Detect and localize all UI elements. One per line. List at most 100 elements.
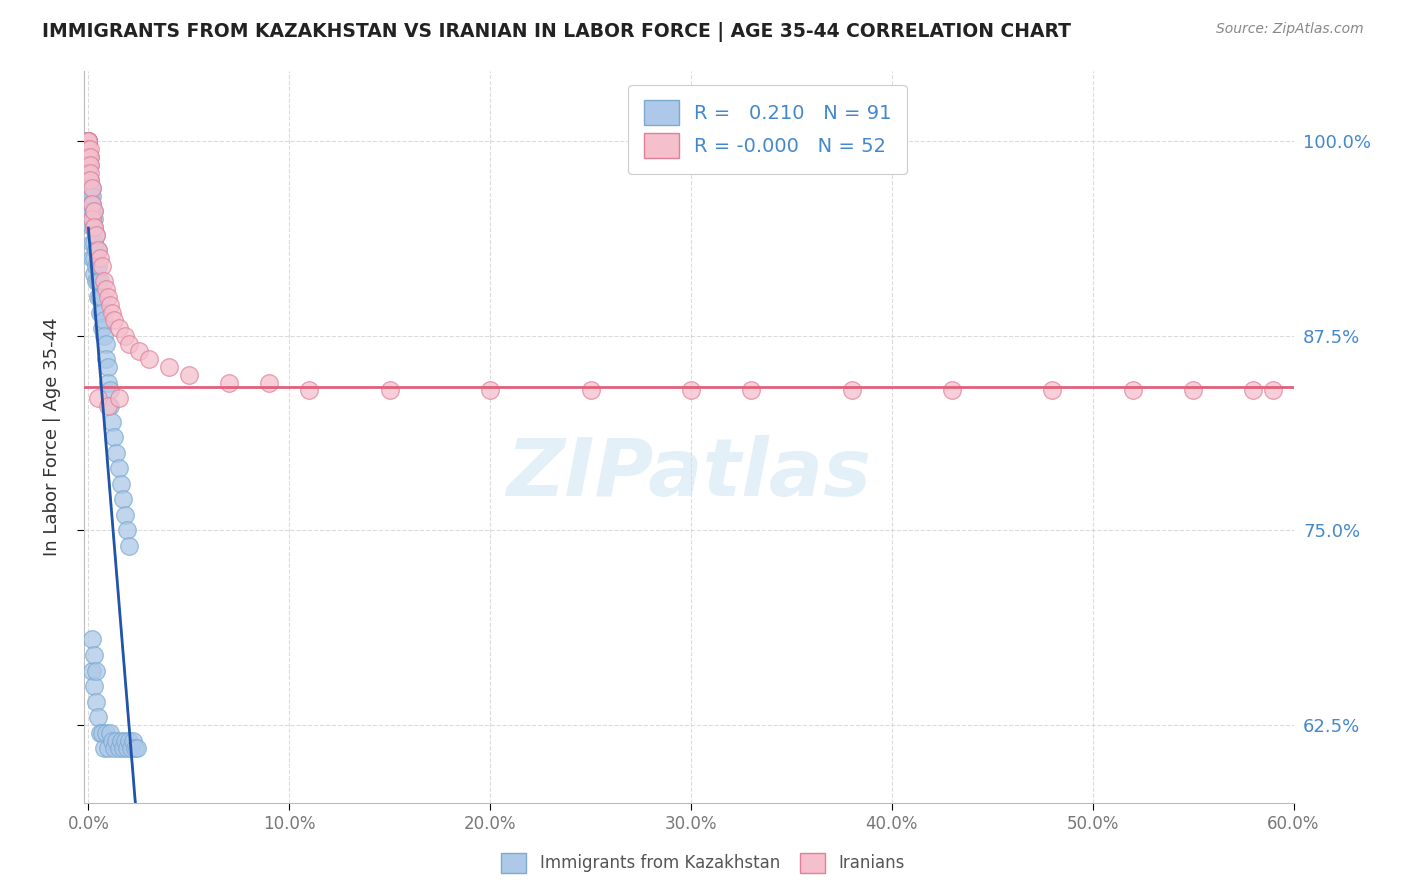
Point — [111, 741, 134, 756]
Point — [96, 352, 118, 367]
Point — [77, 135, 100, 149]
Point — [121, 733, 143, 747]
Point — [86, 227, 108, 242]
Point — [89, 290, 111, 304]
Point — [103, 430, 125, 444]
Point — [111, 492, 134, 507]
Point — [114, 329, 136, 343]
Point — [128, 344, 150, 359]
Point — [82, 181, 104, 195]
Point — [83, 251, 105, 265]
Point — [91, 259, 114, 273]
Point — [120, 741, 142, 756]
Point — [105, 733, 128, 747]
Point — [77, 150, 100, 164]
Point — [97, 359, 120, 374]
Y-axis label: In Labor Force | Age 35-44: In Labor Force | Age 35-44 — [44, 318, 62, 557]
Point — [77, 150, 100, 164]
Point — [89, 275, 111, 289]
Point — [97, 376, 120, 390]
Point — [93, 741, 115, 756]
Point — [77, 135, 100, 149]
Point — [86, 695, 108, 709]
Point — [100, 399, 122, 413]
Point — [107, 461, 129, 475]
Point — [97, 741, 120, 756]
Point — [77, 135, 100, 149]
Point — [218, 376, 240, 390]
Point — [86, 275, 108, 289]
Point — [86, 259, 108, 273]
Point — [82, 189, 104, 203]
Point — [124, 741, 146, 756]
Point — [157, 359, 180, 374]
Point — [378, 384, 401, 398]
Point — [77, 135, 100, 149]
Point — [97, 290, 120, 304]
Point — [77, 173, 100, 187]
Point — [77, 165, 100, 179]
Point — [79, 142, 101, 156]
Point — [79, 212, 101, 227]
Point — [1182, 384, 1205, 398]
Point — [96, 336, 118, 351]
Point — [91, 725, 114, 739]
Point — [77, 135, 100, 149]
Point — [107, 391, 129, 405]
Point — [91, 290, 114, 304]
Point — [298, 384, 321, 398]
Point — [86, 664, 108, 678]
Point — [79, 196, 101, 211]
Point — [117, 733, 139, 747]
Text: Source: ZipAtlas.com: Source: ZipAtlas.com — [1216, 22, 1364, 37]
Point — [257, 376, 280, 390]
Point — [96, 282, 118, 296]
Point — [93, 313, 115, 327]
Point — [101, 415, 124, 429]
Point — [82, 212, 104, 227]
Point — [77, 142, 100, 156]
Point — [93, 329, 115, 343]
Point — [87, 275, 110, 289]
Point — [79, 173, 101, 187]
Point — [82, 196, 104, 211]
Point — [110, 733, 132, 747]
Point — [89, 725, 111, 739]
Point — [77, 135, 100, 149]
Point — [77, 135, 100, 149]
Point — [79, 150, 101, 164]
Point — [91, 321, 114, 335]
Point — [83, 204, 105, 219]
Point — [117, 539, 139, 553]
Point — [89, 251, 111, 265]
Point — [841, 384, 863, 398]
Point — [115, 741, 138, 756]
Point — [740, 384, 762, 398]
Point — [100, 298, 122, 312]
Point — [941, 384, 963, 398]
Point — [77, 135, 100, 149]
Point — [93, 275, 115, 289]
Point — [82, 196, 104, 211]
Point — [125, 741, 148, 756]
Point — [77, 135, 100, 149]
Point — [77, 158, 100, 172]
Point — [79, 181, 101, 195]
Point — [114, 508, 136, 522]
Point — [115, 524, 138, 538]
Point — [105, 445, 128, 459]
Point — [579, 384, 602, 398]
Text: ZIPatlas: ZIPatlas — [506, 434, 872, 513]
Point — [82, 632, 104, 647]
Legend: Immigrants from Kazakhstan, Iranians: Immigrants from Kazakhstan, Iranians — [495, 847, 911, 880]
Point — [86, 244, 108, 258]
Point — [103, 313, 125, 327]
Point — [117, 336, 139, 351]
Point — [91, 305, 114, 319]
Point — [82, 664, 104, 678]
Point — [82, 204, 104, 219]
Point — [1263, 384, 1285, 398]
Point — [77, 135, 100, 149]
Point — [79, 189, 101, 203]
Point — [87, 259, 110, 273]
